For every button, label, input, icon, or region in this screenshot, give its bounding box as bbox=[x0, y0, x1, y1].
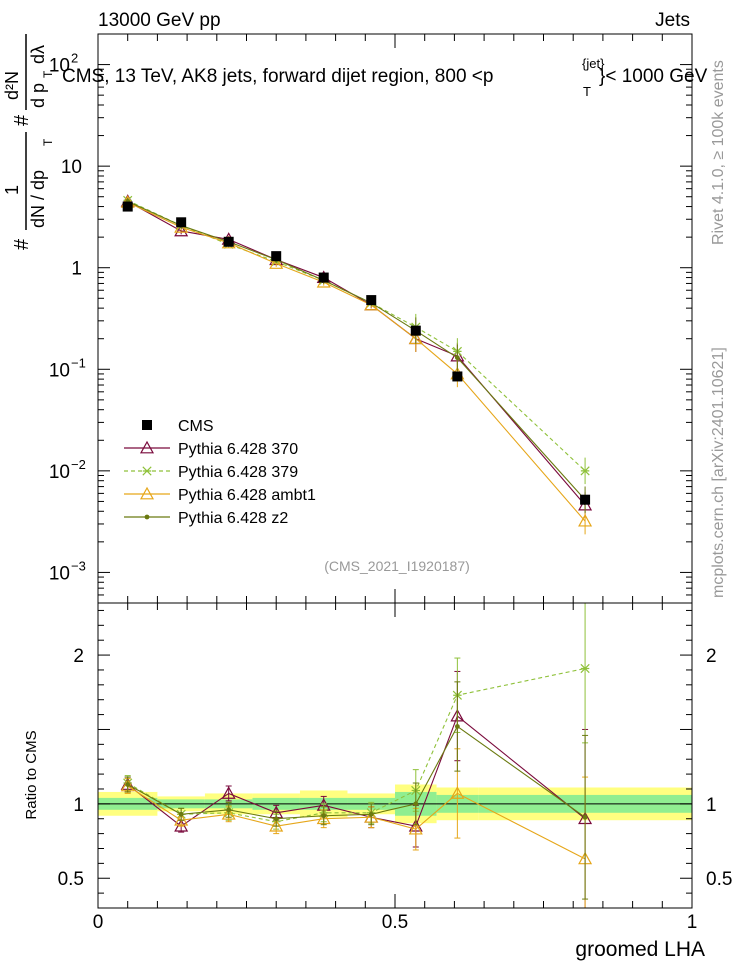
header-left: 13000 GeV pp bbox=[98, 10, 221, 31]
data-point bbox=[410, 325, 421, 336]
ylabel-frac-num: 1 bbox=[2, 185, 22, 195]
ylabel-hash-1: # bbox=[11, 238, 33, 250]
ratio-point bbox=[221, 807, 236, 820]
ratio-point bbox=[413, 801, 419, 807]
ratio-point bbox=[269, 818, 284, 832]
ratio-y-tick-label: 0.5 bbox=[58, 869, 84, 890]
y-axis-label-ratio: Ratio to CMS bbox=[23, 730, 40, 819]
data-point bbox=[452, 371, 463, 382]
data-point bbox=[271, 251, 282, 262]
ratio-panel-frame bbox=[97, 602, 693, 909]
ratio-point bbox=[582, 814, 588, 820]
ratio-point bbox=[174, 812, 189, 826]
legend-marker bbox=[139, 486, 155, 500]
ratio-point bbox=[408, 821, 423, 835]
data-point bbox=[580, 494, 591, 505]
ylabel-d2n: d²N bbox=[2, 71, 22, 100]
ylabel-hash-2: # bbox=[11, 114, 33, 126]
x-tick-label: 0 bbox=[93, 912, 104, 933]
legend: CMS Pythia 6.428 370 Pythia 6.428 379 Pythi… bbox=[124, 418, 316, 527]
chart-title-sub: T bbox=[583, 84, 591, 99]
ylabel-dpt: d p bbox=[28, 83, 48, 108]
ylabel-dpt-sub: T bbox=[41, 70, 55, 78]
ratio-y-tick-label: 2 bbox=[73, 646, 84, 667]
legend-marker bbox=[144, 514, 150, 520]
ratio-y-tick-label-right: 1 bbox=[706, 795, 717, 816]
ratio-point bbox=[125, 782, 131, 787]
ratio-point bbox=[221, 786, 236, 799]
ratio-y-tick-label-right: 0.5 bbox=[706, 869, 732, 890]
data-point bbox=[176, 217, 187, 228]
main-y-tick-label: 10 bbox=[49, 360, 70, 381]
ratio-point bbox=[580, 663, 590, 674]
legend-marker bbox=[139, 440, 155, 454]
x-axis-label: groomed LHA bbox=[575, 938, 705, 961]
main-y-tick-label: 10 bbox=[61, 157, 82, 178]
legend-entry-data: CMS bbox=[142, 418, 214, 435]
ylabel-frac-den-sub: T bbox=[41, 138, 55, 146]
legend-label-data: CMS bbox=[178, 418, 214, 435]
ratio-point bbox=[450, 786, 465, 799]
chart-title-main: CMS, 13 TeV, AK8 jets, forward dijet reg… bbox=[62, 66, 493, 87]
data-point bbox=[122, 201, 133, 212]
main-series-layer bbox=[120, 194, 593, 535]
ratio-point bbox=[454, 724, 460, 729]
series-point bbox=[174, 223, 189, 237]
header-right: Jets bbox=[655, 10, 690, 31]
main-y-tick-exponent: 2 bbox=[71, 51, 78, 66]
legend-label: Pythia 6.428 370 bbox=[178, 441, 298, 458]
series-point bbox=[580, 466, 590, 476]
ratio-point bbox=[368, 811, 374, 817]
ratio-series-layer bbox=[120, 602, 593, 909]
legend-entry-series: Pythia 6.428 z2 bbox=[124, 510, 288, 527]
legend-entry-series: Pythia 6.428 379 bbox=[124, 464, 298, 481]
legend-entry-series: Pythia 6.428 ambt1 bbox=[124, 486, 316, 504]
main-y-tick-label: 10 bbox=[49, 56, 70, 77]
legend-entry-series: Pythia 6.428 370 bbox=[124, 440, 298, 458]
main-y-tick-exponent: −2 bbox=[71, 457, 86, 472]
ratio-y-tick-label-right: 2 bbox=[706, 646, 717, 667]
main-y-tick-exponent: −1 bbox=[71, 355, 86, 370]
series-line bbox=[127, 200, 586, 506]
ratio-point bbox=[226, 807, 232, 813]
legend-label: Pythia 6.428 379 bbox=[178, 464, 298, 481]
legend-label: Pythia 6.428 ambt1 bbox=[178, 487, 316, 504]
series-point bbox=[578, 513, 593, 527]
chart-title-sup: {jet} bbox=[582, 56, 605, 71]
series-point bbox=[269, 256, 284, 269]
x-tick-label: 0.5 bbox=[382, 912, 408, 933]
ylabel-dlambda: dλ bbox=[28, 45, 48, 64]
legend-marker bbox=[142, 466, 152, 476]
chart-title: CMS, 13 TeV, AK8 jets, forward dijet reg… bbox=[62, 56, 708, 99]
data-point bbox=[318, 272, 329, 283]
side-rivet-label: Rivet 4.1.0, ≥ 100k events bbox=[710, 60, 727, 245]
data-point bbox=[366, 295, 377, 306]
ratio-point bbox=[321, 813, 327, 819]
ratio-point bbox=[178, 811, 184, 817]
main-y-tick-label: 10 bbox=[49, 563, 70, 584]
ratio-point bbox=[273, 816, 279, 822]
main-y-tick-label: 1 bbox=[71, 259, 82, 280]
legend-marker-data bbox=[142, 420, 152, 430]
ylabel-frac-den: dN / dp bbox=[28, 170, 48, 228]
main-y-tick-label: 10 bbox=[49, 462, 70, 483]
analysis-watermark: (CMS_2021_I1920187) bbox=[324, 558, 470, 574]
y-axis-label-main: # 1 dN / dp T # d²N d p T dλ bbox=[2, 34, 55, 250]
series-point bbox=[454, 355, 460, 361]
legend-label: Pythia 6.428 z2 bbox=[178, 510, 288, 527]
side-mcplots-label: mcplots.cern.ch [arXiv:2401.10621] bbox=[710, 347, 727, 598]
ratio-y-tick-label: 1 bbox=[73, 795, 84, 816]
main-y-tick-exponent: −3 bbox=[71, 558, 86, 573]
data-point bbox=[223, 236, 234, 247]
chart-title-end: }< 1000 GeV bbox=[599, 66, 708, 87]
x-tick-label: 1 bbox=[687, 912, 698, 933]
